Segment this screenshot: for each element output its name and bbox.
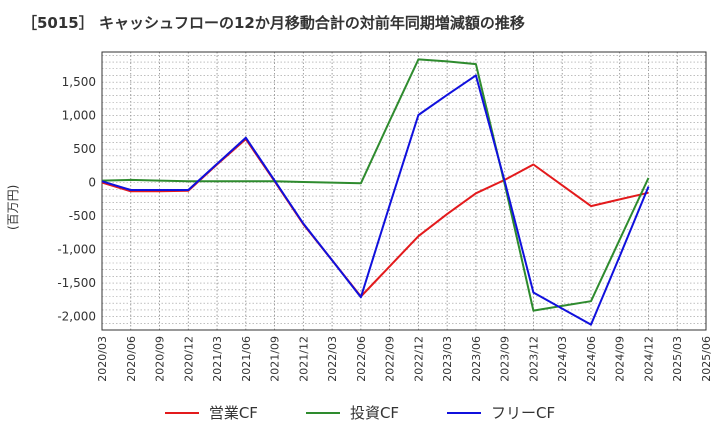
x-tick-label: 2024/12: [642, 336, 655, 382]
legend-label-investing-cf: 投資CF: [349, 404, 400, 422]
y-tick-label: -1,000: [57, 243, 96, 257]
legend-item-investing-cf: 投資CF: [305, 402, 400, 423]
y-tick-label: -1,500: [57, 276, 96, 290]
x-tick-label: 2023/03: [441, 336, 454, 382]
x-tick-label: 2021/03: [211, 336, 224, 382]
x-tick-label: 2020/06: [125, 336, 138, 382]
y-tick-label: -500: [69, 209, 96, 223]
x-tick-label: 2021/09: [269, 336, 282, 382]
legend-item-operating-cf: 営業CF: [164, 402, 258, 423]
x-tick-label: 2021/12: [297, 336, 310, 382]
x-tick-label: 2025/03: [671, 336, 684, 382]
legend-item-free-cf: フリーCF: [447, 402, 555, 423]
legend-swatch-investing-cf: [305, 411, 340, 414]
x-tick-label: 2022/03: [326, 336, 339, 382]
y-tick-label: 1,500: [62, 75, 96, 89]
y-tick-label: 0: [88, 176, 96, 190]
x-tick-label: 2025/06: [700, 336, 713, 382]
y-tick-label: 500: [73, 142, 96, 156]
legend-swatch-free-cf: [447, 411, 482, 414]
legend: 営業CF 投資CF フリーCF: [0, 402, 720, 423]
x-tick-label: 2022/12: [412, 336, 425, 382]
legend-swatch-operating-cf: [164, 411, 199, 414]
plot-frame: [101, 51, 707, 331]
x-tick-label: 2022/09: [384, 336, 397, 382]
x-tick-label: 2023/06: [470, 336, 483, 382]
x-tick-label: 2022/06: [355, 336, 368, 382]
x-tick-label: 2024/06: [585, 336, 598, 382]
y-tick-label: -2,000: [57, 310, 96, 324]
x-tick-label: 2021/06: [240, 336, 253, 382]
x-tick-label: 2020/12: [182, 336, 195, 382]
plot-background: [102, 52, 706, 330]
x-tick-label: 2023/12: [527, 336, 540, 382]
y-tick-label: 1,000: [62, 109, 96, 123]
x-tick-label: 2020/03: [96, 336, 109, 382]
x-tick-label: 2024/09: [614, 336, 627, 382]
x-tick-label: 2023/09: [499, 336, 512, 382]
x-tick-label: 2020/09: [154, 336, 167, 382]
legend-label-operating-cf: 営業CF: [208, 404, 258, 422]
chart-title: ［5015］ キャッシュフローの12か月移動合計の対前年同期増減額の推移: [22, 14, 525, 32]
series-line-2: [101, 74, 650, 326]
x-tick-label: 2024/03: [556, 336, 569, 382]
legend-label-free-cf: フリーCF: [491, 404, 556, 422]
